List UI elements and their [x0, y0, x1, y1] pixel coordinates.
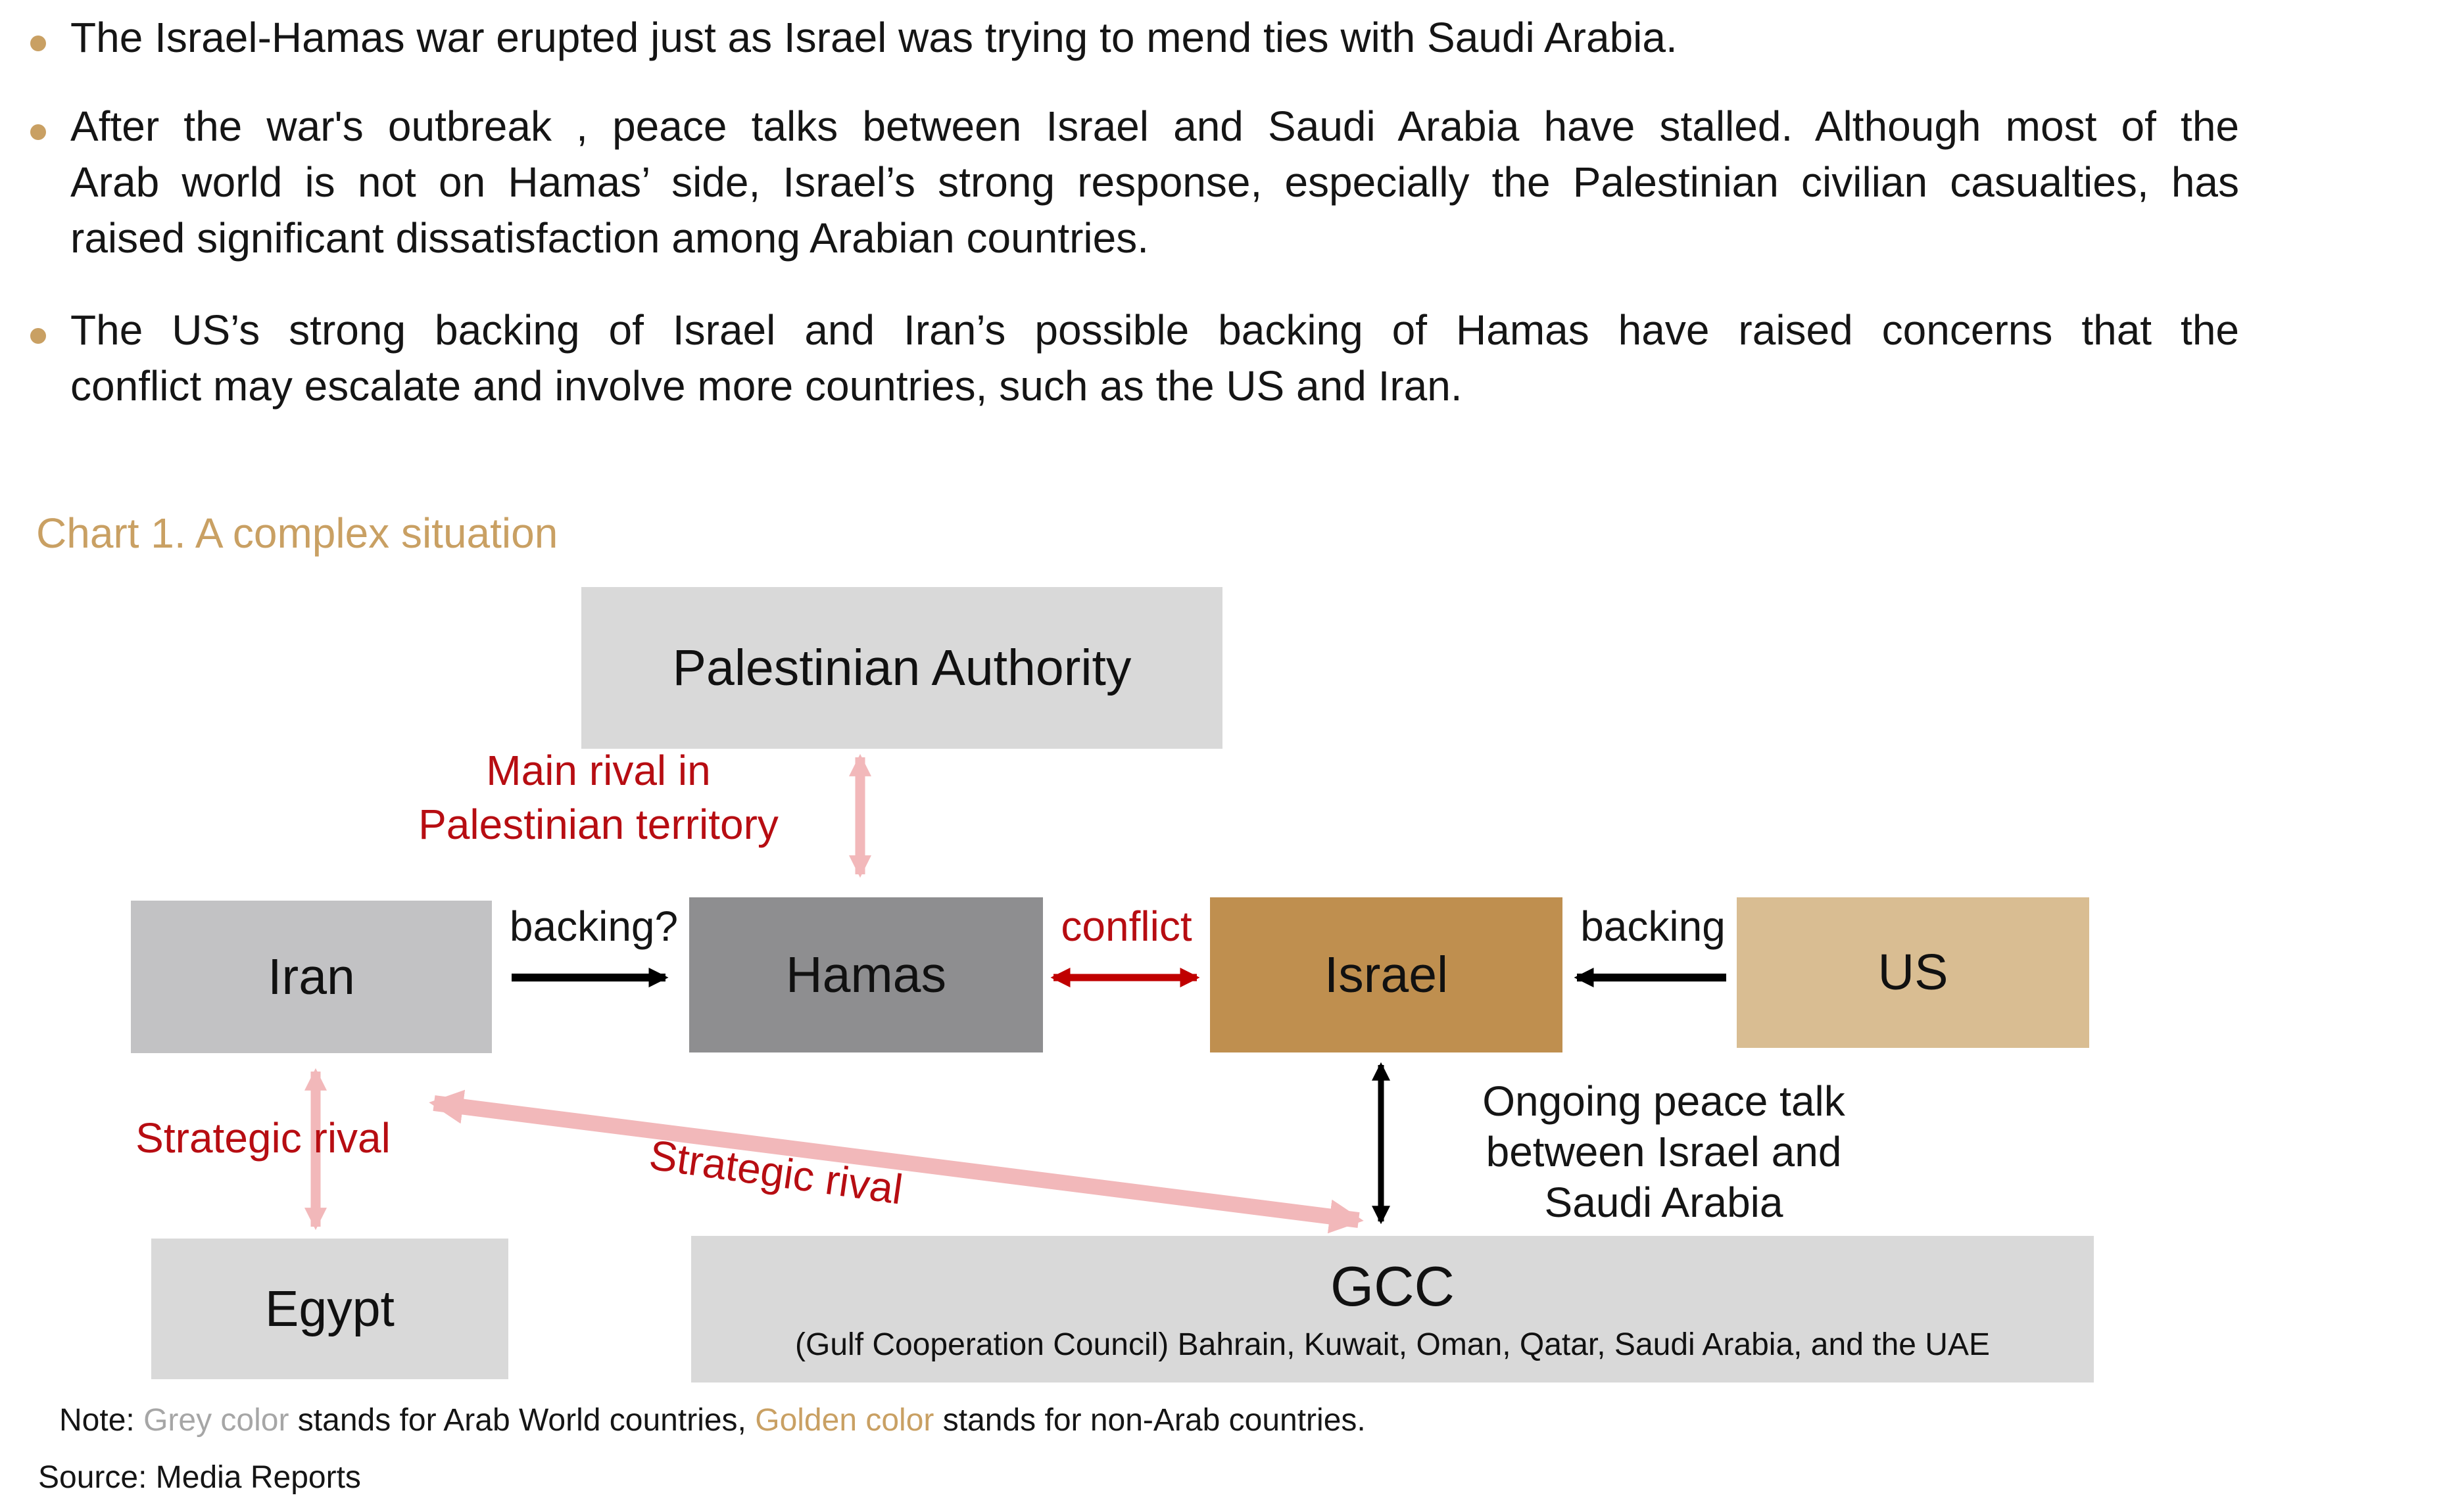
- note-grey-color: Grey color: [143, 1403, 289, 1438]
- bullet-item: The US’s strong backing of Israel and Ir…: [70, 302, 2239, 414]
- node-label: Hamas: [786, 946, 946, 1003]
- chart-title: Chart 1. A complex situation: [36, 509, 558, 557]
- edge-label-conflict: conflict: [1061, 903, 1192, 950]
- edge-label-backing: backing: [1580, 903, 1726, 950]
- note-middle: stands for Arab World countries,: [289, 1403, 756, 1438]
- note: Note: Grey color stands for Arab World c…: [59, 1400, 1366, 1441]
- node-label: GCC: [1330, 1255, 1455, 1318]
- node-iran: Iran: [131, 901, 492, 1053]
- node-label: Israel: [1324, 946, 1449, 1003]
- node-egypt: Egypt: [151, 1239, 508, 1379]
- node-sublabel: (Gulf Cooperation Council) Bahrain, Kuwa…: [795, 1327, 1990, 1362]
- node-label: Iran: [268, 948, 355, 1005]
- bullet-line: conflict may escalate and involve more c…: [70, 362, 1463, 410]
- node-israel: Israel: [1210, 897, 1562, 1052]
- node-label: Palestinian Authority: [672, 639, 1132, 696]
- edge-label-main-rival: Main rival in Palestinian territory: [418, 747, 779, 848]
- edge-label-peace-talk: Ongoing peace talk between Israel and Sa…: [1482, 1077, 1845, 1226]
- bullet-line: The US’s strong backing of Israel and Ir…: [70, 306, 2239, 354]
- source: Source: Media Reports: [38, 1460, 361, 1495]
- node-label: Egypt: [265, 1280, 395, 1337]
- bullet-line: Arab world is not on Hamas’ side, Israel…: [70, 158, 2239, 206]
- bullet-dot: [30, 328, 46, 344]
- bullet-line: After the war's outbreak , peace talks b…: [70, 103, 2239, 150]
- node-us: US: [1737, 897, 2089, 1048]
- node-gcc: GCC (Gulf Cooperation Council) Bahrain, …: [691, 1236, 2094, 1382]
- note-prefix: Note:: [59, 1403, 144, 1438]
- node-label: US: [1877, 944, 1948, 1001]
- edge-label-strategic-rival-left: Strategic rival: [135, 1114, 391, 1162]
- note-suffix: stands for non-Arab countries.: [934, 1403, 1366, 1438]
- bullet-dot: [30, 35, 46, 51]
- bullet-line: raised significant dissatisfaction among…: [70, 214, 1149, 262]
- node-hamas: Hamas: [689, 897, 1043, 1052]
- note-golden-color: Golden color: [755, 1403, 934, 1438]
- edge-label-strategic-rival-diagonal: Strategic rival: [646, 1131, 906, 1214]
- edge-label-backing-question: backing?: [509, 903, 679, 950]
- bullet-item: The Israel-Hamas war erupted just as Isr…: [70, 10, 2239, 66]
- bullet-item: After the war's outbreak , peace talks b…: [70, 99, 2239, 266]
- bullet-line: The Israel-Hamas war erupted just as Isr…: [70, 14, 1678, 61]
- bullet-dot: [30, 124, 46, 140]
- node-palestinian-authority: Palestinian Authority: [581, 587, 1222, 749]
